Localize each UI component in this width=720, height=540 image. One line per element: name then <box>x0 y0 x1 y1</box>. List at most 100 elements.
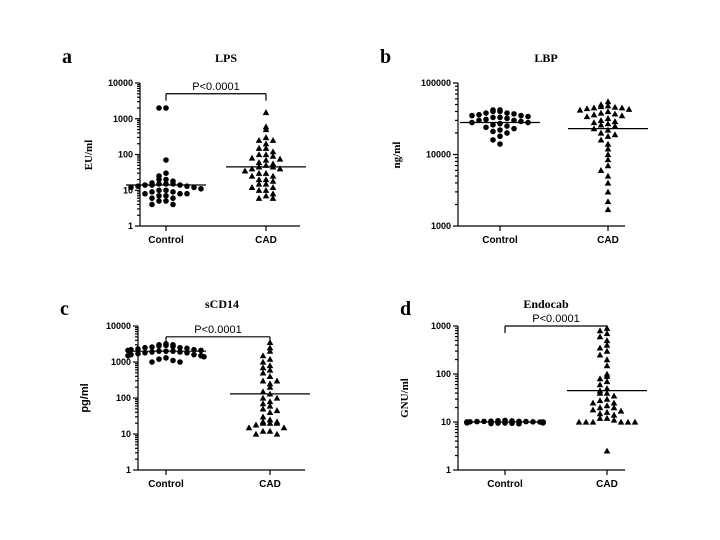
y-tick-label: 100 <box>436 369 451 379</box>
data-point <box>255 144 263 151</box>
data-point <box>170 357 176 364</box>
data-point <box>135 350 141 357</box>
data-point <box>248 172 256 179</box>
data-point <box>170 201 176 208</box>
data-point <box>497 108 503 115</box>
data-point <box>163 342 169 349</box>
data-point <box>201 353 207 360</box>
data-point <box>125 352 131 359</box>
data-point <box>575 418 583 425</box>
data-point <box>603 372 611 379</box>
data-point <box>273 407 281 414</box>
data-point <box>248 184 256 191</box>
data-point <box>269 148 277 155</box>
data-point <box>610 392 618 399</box>
data-point <box>603 408 611 415</box>
data-point <box>604 162 612 169</box>
data-point <box>604 102 612 109</box>
data-point <box>255 180 263 187</box>
y-tick-label: 1000 <box>431 221 451 231</box>
data-point <box>266 380 274 387</box>
data-point <box>597 103 605 110</box>
data-point <box>596 381 604 388</box>
data-point <box>603 385 611 392</box>
data-point <box>262 186 270 193</box>
data-point <box>262 176 270 183</box>
data-point <box>149 189 155 195</box>
data-point <box>597 117 605 124</box>
data-point <box>241 167 249 174</box>
data-point <box>604 120 612 127</box>
y-tick-label: 10000 <box>426 150 451 160</box>
data-point <box>269 194 277 201</box>
y-tick-label: 1 <box>128 221 133 231</box>
y-axis-label: EU/ml <box>83 140 95 171</box>
x-tick-label: CAD <box>596 479 618 490</box>
p-value-label: P<0.0001 <box>194 324 241 336</box>
data-point <box>266 347 274 354</box>
data-point <box>611 118 619 125</box>
data-point <box>191 184 197 191</box>
data-point <box>502 420 508 426</box>
data-point <box>597 136 605 143</box>
data-point <box>191 351 197 358</box>
data-point <box>184 345 190 352</box>
data-point <box>610 416 618 423</box>
data-point <box>490 122 496 128</box>
data-point <box>163 170 169 176</box>
data-point <box>259 413 267 420</box>
panel-letter: c <box>60 298 69 320</box>
data-point <box>596 375 604 382</box>
data-point <box>266 373 274 379</box>
data-point <box>540 420 546 426</box>
data-point <box>583 113 591 120</box>
data-point <box>483 124 489 131</box>
panel-letter: d <box>400 298 411 320</box>
data-point <box>255 151 263 158</box>
data-point <box>273 377 281 384</box>
data-point <box>495 420 501 426</box>
data-point <box>163 187 169 194</box>
data-point <box>497 127 503 133</box>
chart-panel-a: a LPS EU/ml 1 10 100 1000 10000 Control CAD P<0.00… <box>62 46 306 246</box>
data-point <box>259 427 267 434</box>
x-tick-label: CAD <box>597 235 619 246</box>
y-tick-label: 1 <box>126 465 131 475</box>
data-point <box>259 369 267 376</box>
y-tick-label: 100000 <box>421 78 451 88</box>
data-point <box>269 184 277 191</box>
data-point <box>576 106 584 113</box>
data-point <box>149 349 155 355</box>
data-point <box>589 399 597 406</box>
chart-panel-b: b LBP ng/ml 1000 10000 100000 Control CAD <box>380 46 648 246</box>
panel-letter: a <box>62 46 72 68</box>
data-point <box>603 402 611 409</box>
data-point <box>280 424 288 431</box>
data-point <box>149 344 155 350</box>
data-point <box>259 388 267 395</box>
chart-title: LBP <box>534 51 557 65</box>
data-point <box>266 355 274 362</box>
data-point <box>149 201 155 208</box>
data-point <box>149 359 155 365</box>
data-point <box>504 130 510 136</box>
data-point <box>590 119 598 126</box>
data-point <box>262 126 270 133</box>
p-value-label: P<0.0001 <box>192 81 239 93</box>
p-value-label: P<0.0001 <box>532 313 579 325</box>
data-point <box>266 409 274 415</box>
data-point <box>604 145 612 152</box>
data-point <box>590 111 598 118</box>
data-point <box>163 198 169 204</box>
y-axis-label: ng/ml <box>391 142 403 169</box>
data-point <box>597 167 605 174</box>
data-point <box>262 192 270 199</box>
x-tick-label: CAD <box>259 479 281 490</box>
data-point <box>596 351 604 358</box>
data-point <box>269 172 277 179</box>
data-point <box>156 105 162 111</box>
data-point <box>597 121 605 128</box>
data-point <box>255 169 263 176</box>
y-tick-label: 1000 <box>113 114 133 124</box>
